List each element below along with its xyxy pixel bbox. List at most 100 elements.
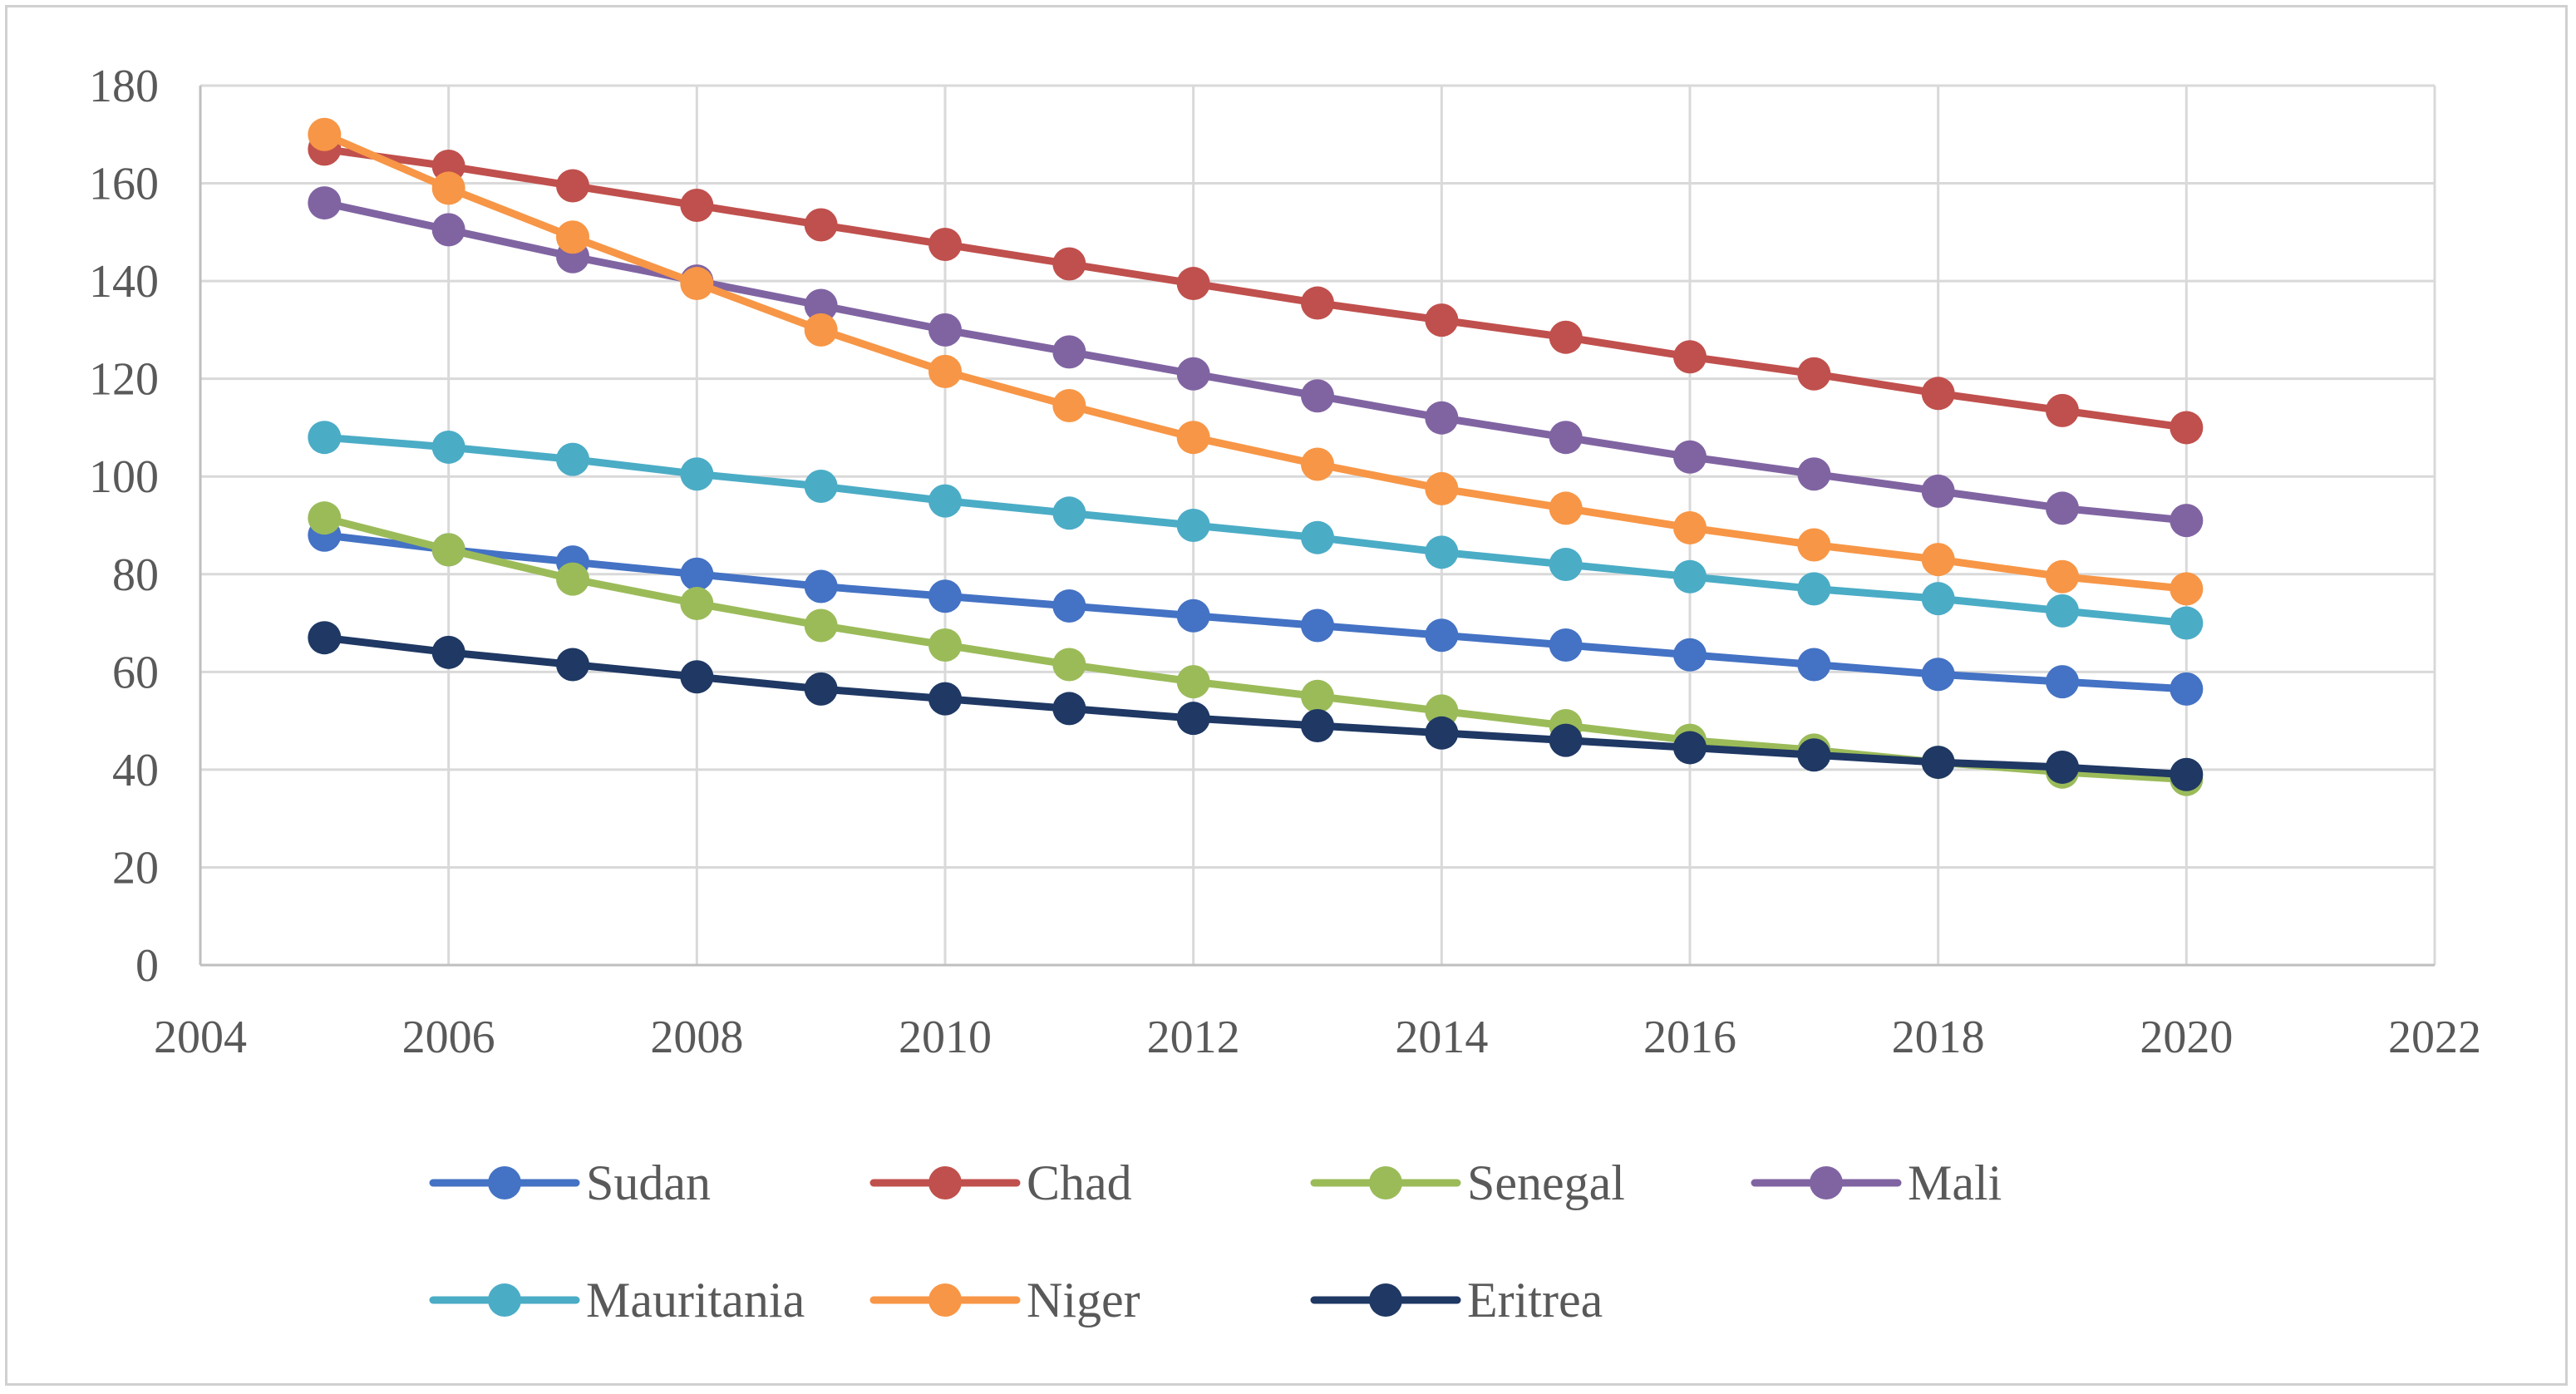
y-tick-label: 20 bbox=[112, 842, 159, 894]
data-point-eritrea bbox=[1673, 731, 1707, 765]
legend-item-eritrea: Eritrea bbox=[1310, 1273, 1603, 1328]
data-point-chad bbox=[1052, 247, 1086, 281]
data-point-mali bbox=[804, 288, 838, 323]
data-point-mali bbox=[1425, 401, 1459, 435]
data-point-niger bbox=[2170, 572, 2204, 606]
data-point-niger bbox=[308, 117, 342, 151]
data-point-sudan bbox=[1921, 658, 1955, 692]
data-point-niger bbox=[1549, 491, 1583, 525]
y-tick-label: 60 bbox=[112, 647, 159, 698]
data-point-sudan bbox=[2046, 665, 2079, 699]
data-point-eritrea bbox=[928, 682, 962, 716]
data-point-chad bbox=[1301, 286, 1334, 320]
data-point-mauritania bbox=[1301, 520, 1334, 554]
series-line-mauritania bbox=[320, 433, 2190, 628]
data-point-niger bbox=[1921, 543, 1955, 577]
series-eritrea bbox=[308, 621, 2204, 791]
legend-label-mali: Mali bbox=[1908, 1155, 2002, 1210]
legend-item-senegal: Senegal bbox=[1310, 1155, 1625, 1210]
x-tick-label: 2020 bbox=[2140, 1012, 2233, 1063]
data-point-niger bbox=[804, 313, 838, 347]
data-point-sudan bbox=[1673, 638, 1707, 672]
legend-marker-mauritania bbox=[488, 1283, 521, 1317]
data-point-mali bbox=[431, 213, 465, 247]
data-point-chad bbox=[1425, 303, 1459, 337]
data-point-senegal bbox=[1301, 679, 1334, 713]
data-point-chad bbox=[2170, 411, 2204, 445]
data-point-niger bbox=[1301, 447, 1334, 481]
chart-frame: 0 20 40 60 80 100 120 140 160 180 2004 2006 2008 2010… bbox=[5, 5, 2568, 1386]
series-sudan bbox=[308, 518, 2204, 706]
legend-marker-eritrea bbox=[1369, 1283, 1402, 1317]
x-tick-label: 2022 bbox=[2388, 1012, 2481, 1063]
series-mauritania bbox=[308, 421, 2204, 640]
legend: Sudan Chad Senegal Mali Mauritania Niger Eritr… bbox=[429, 1155, 2002, 1328]
x-tick-label: 2012 bbox=[1147, 1012, 1240, 1063]
data-point-sudan bbox=[1549, 628, 1583, 663]
data-point-chad bbox=[1797, 357, 1831, 391]
legend-marker-sudan bbox=[488, 1166, 521, 1199]
data-point-chad bbox=[804, 208, 838, 242]
data-point-mali bbox=[1301, 379, 1334, 413]
y-tick-label: 0 bbox=[135, 940, 159, 992]
legend-item-chad: Chad bbox=[869, 1155, 1132, 1210]
legend-item-mauritania: Mauritania bbox=[429, 1273, 805, 1328]
series-line-eritrea bbox=[320, 633, 2190, 779]
legend-label-eritrea: Eritrea bbox=[1467, 1273, 1603, 1328]
legend-item-niger: Niger bbox=[869, 1273, 1140, 1328]
data-point-eritrea bbox=[1921, 746, 1955, 780]
legend-label-sudan: Sudan bbox=[586, 1155, 711, 1210]
data-point-mauritania bbox=[431, 430, 465, 464]
data-point-eritrea bbox=[2170, 757, 2204, 791]
series-line-chad bbox=[320, 145, 2190, 431]
data-point-senegal bbox=[1052, 648, 1086, 682]
data-point-mali bbox=[308, 186, 342, 220]
data-point-eritrea bbox=[804, 672, 838, 706]
data-point-eritrea bbox=[2046, 750, 2079, 784]
axes: 0 20 40 60 80 100 120 140 160 180 2004 2006 2008 2010… bbox=[89, 61, 2481, 1063]
series-niger bbox=[308, 117, 2204, 606]
data-point-sudan bbox=[804, 569, 838, 603]
data-point-mauritania bbox=[308, 421, 342, 455]
data-point-mali bbox=[2046, 491, 2079, 525]
legend-item-mali: Mali bbox=[1751, 1155, 2002, 1210]
data-point-chad bbox=[556, 169, 589, 203]
legend-label-chad: Chad bbox=[1027, 1155, 1132, 1210]
data-point-eritrea bbox=[556, 648, 589, 682]
data-point-niger bbox=[431, 171, 465, 205]
data-point-mauritania bbox=[804, 469, 838, 503]
legend-item-sudan: Sudan bbox=[429, 1155, 711, 1210]
data-point-niger bbox=[1176, 421, 1210, 455]
data-point-mali bbox=[1673, 440, 1707, 474]
data-point-senegal bbox=[1176, 665, 1210, 699]
data-point-mauritania bbox=[1921, 582, 1955, 616]
data-point-mali bbox=[928, 313, 962, 347]
x-tick-label: 2016 bbox=[1643, 1012, 1736, 1063]
y-tick-label: 100 bbox=[89, 451, 159, 503]
data-point-chad bbox=[1549, 320, 1583, 354]
data-point-mali bbox=[1797, 457, 1831, 491]
data-point-eritrea bbox=[1301, 708, 1334, 742]
legend-marker-senegal bbox=[1369, 1166, 1402, 1199]
legend-label-senegal: Senegal bbox=[1467, 1155, 1625, 1210]
data-point-eritrea bbox=[1549, 723, 1583, 757]
data-point-sudan bbox=[928, 579, 962, 613]
series-line-sudan bbox=[320, 531, 2190, 693]
data-point-chad bbox=[1921, 377, 1955, 411]
legend-marker-niger bbox=[928, 1283, 962, 1317]
data-point-sudan bbox=[1052, 589, 1086, 623]
series-lines bbox=[308, 117, 2204, 796]
line-chart: 0 20 40 60 80 100 120 140 160 180 2004 2006 2008 2010… bbox=[89, 61, 2481, 1328]
x-tick-label: 2018 bbox=[1892, 1012, 1985, 1063]
data-point-chad bbox=[1176, 267, 1210, 301]
data-point-niger bbox=[1425, 471, 1459, 505]
legend-marker-chad bbox=[928, 1166, 962, 1199]
data-point-mali bbox=[1549, 421, 1583, 455]
data-point-chad bbox=[928, 228, 962, 262]
x-tick-label: 2014 bbox=[1395, 1012, 1488, 1063]
data-point-sudan bbox=[1797, 648, 1831, 682]
y-tick-label: 160 bbox=[89, 159, 159, 210]
data-point-sudan bbox=[1425, 618, 1459, 653]
data-point-sudan bbox=[1301, 608, 1334, 643]
data-point-mauritania bbox=[928, 484, 962, 518]
